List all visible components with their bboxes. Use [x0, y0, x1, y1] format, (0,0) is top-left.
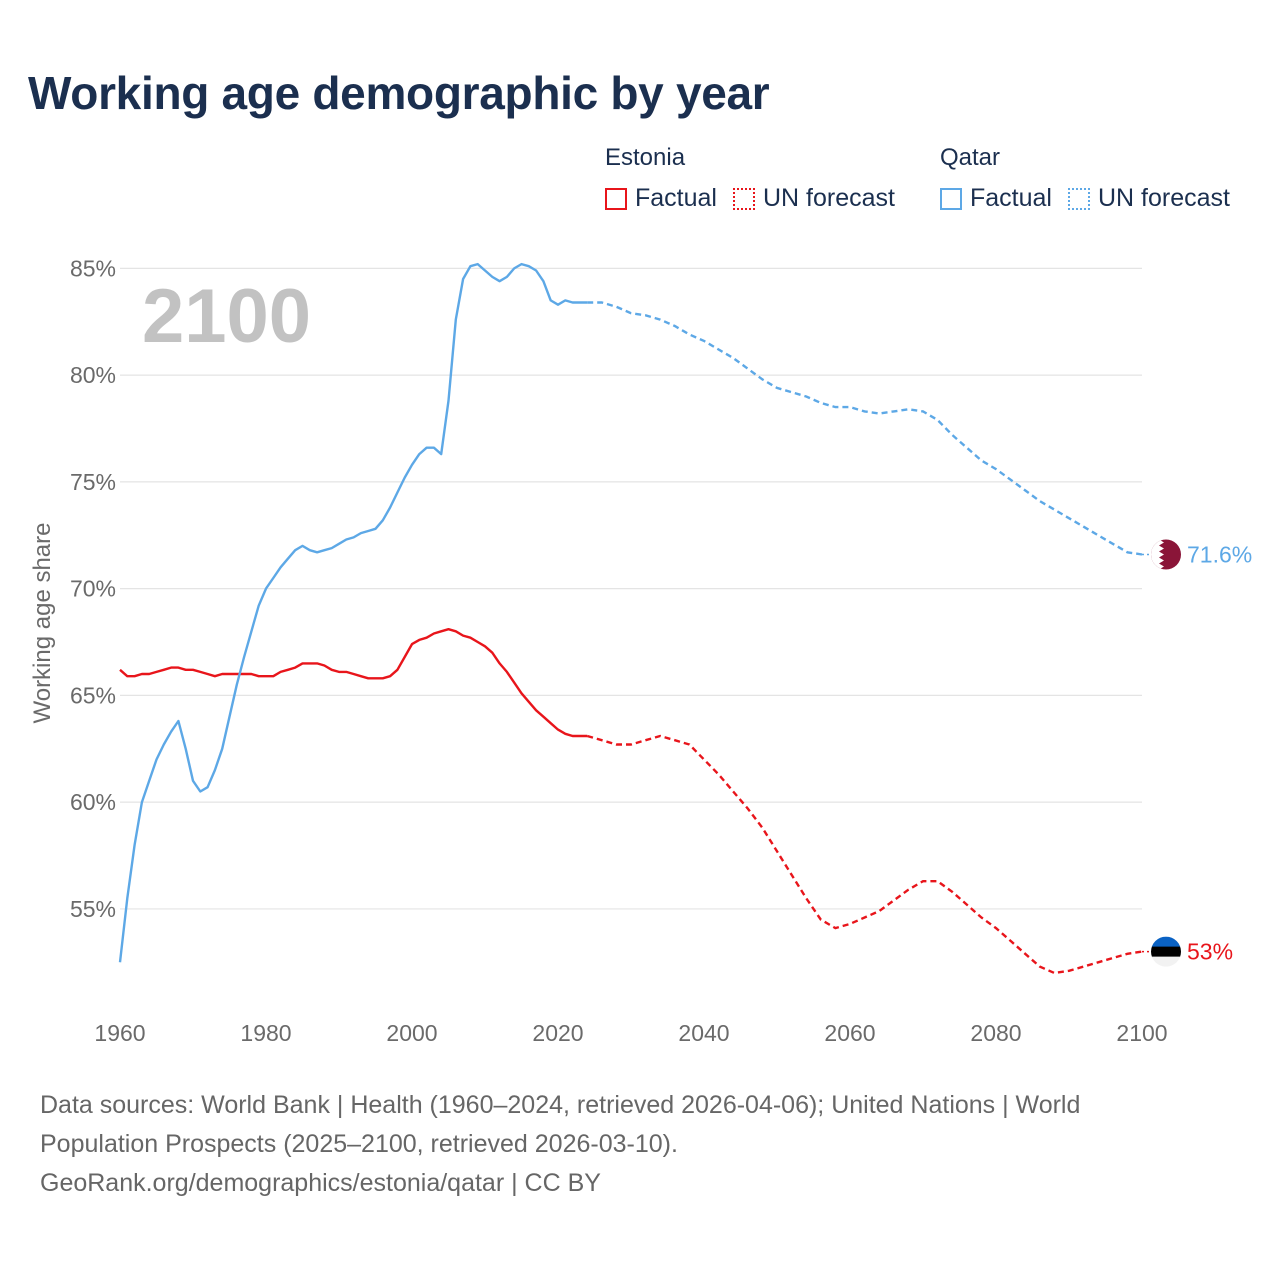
y-tick-label: 75% — [70, 469, 116, 495]
source-line-2: GeoRank.org/demographics/estonia/qatar |… — [40, 1169, 601, 1197]
legend-qatar-name: Qatar — [940, 144, 1001, 171]
series-qatar-forecast[interactable] — [587, 301, 1143, 556]
legend-factual-label: Factual — [635, 184, 717, 212]
legend-swatch-dotted — [1067, 187, 1090, 210]
legend-estonia-name: Estonia — [605, 144, 686, 171]
legend-swatch-dotted — [732, 187, 755, 210]
end-value-label-qatar: 71.6% — [1187, 541, 1252, 567]
legend-qatar-factual[interactable]: Factual — [940, 184, 1052, 213]
source-line-1: Data sources: World Bank | Health (1960–… — [40, 1091, 1081, 1158]
legend-estonia-factual[interactable]: Factual — [605, 184, 717, 213]
flag-qatar-icon — [1151, 539, 1181, 570]
x-tick-label: 2020 — [532, 1020, 583, 1046]
y-tick-label: 55% — [70, 896, 116, 922]
legend-qatar: Qatar Factual UN forecast — [940, 144, 1246, 213]
x-tick-label: 2040 — [678, 1020, 729, 1046]
legend-estonia: Estonia Factual UN forecast — [605, 144, 911, 213]
y-tick-label: 85% — [70, 255, 116, 281]
y-tick-label: 80% — [70, 362, 116, 388]
x-tick-label: 1980 — [240, 1020, 291, 1046]
legend-swatch-solid — [940, 187, 962, 210]
legend-estonia-forecast[interactable]: UN forecast — [732, 184, 895, 213]
legend-swatch-solid — [605, 187, 627, 210]
x-tick-label: 2080 — [970, 1020, 1021, 1046]
flag-estonia-icon — [1151, 936, 1181, 967]
y-axis-title: Working age share — [29, 523, 56, 724]
current-year-label: 2100 — [142, 274, 311, 359]
x-tick-label: 2060 — [824, 1020, 875, 1046]
x-tick-label: 2000 — [386, 1020, 437, 1046]
series-estonia-forecast[interactable] — [586, 734, 1143, 975]
y-tick-label: 65% — [70, 682, 116, 708]
legend-factual-label: Factual — [970, 184, 1052, 212]
y-tick-label: 60% — [70, 789, 116, 815]
legend-forecast-label: UN forecast — [1097, 184, 1230, 212]
end-value-label-estonia: 53% — [1187, 939, 1233, 965]
x-tick-label: 2100 — [1116, 1020, 1167, 1046]
series-estonia-factual[interactable] — [119, 628, 588, 738]
chart-title: Working age demographic by year — [28, 67, 770, 119]
legend-forecast-label: UN forecast — [762, 184, 895, 212]
series-qatar-factual[interactable] — [118, 262, 588, 963]
y-tick-label: 70% — [70, 576, 116, 602]
source-note: Data sources: World Bank | Health (1960–… — [40, 1086, 1160, 1203]
legend-qatar-forecast[interactable]: UN forecast — [1067, 184, 1230, 213]
x-tick-label: 1960 — [94, 1020, 145, 1046]
